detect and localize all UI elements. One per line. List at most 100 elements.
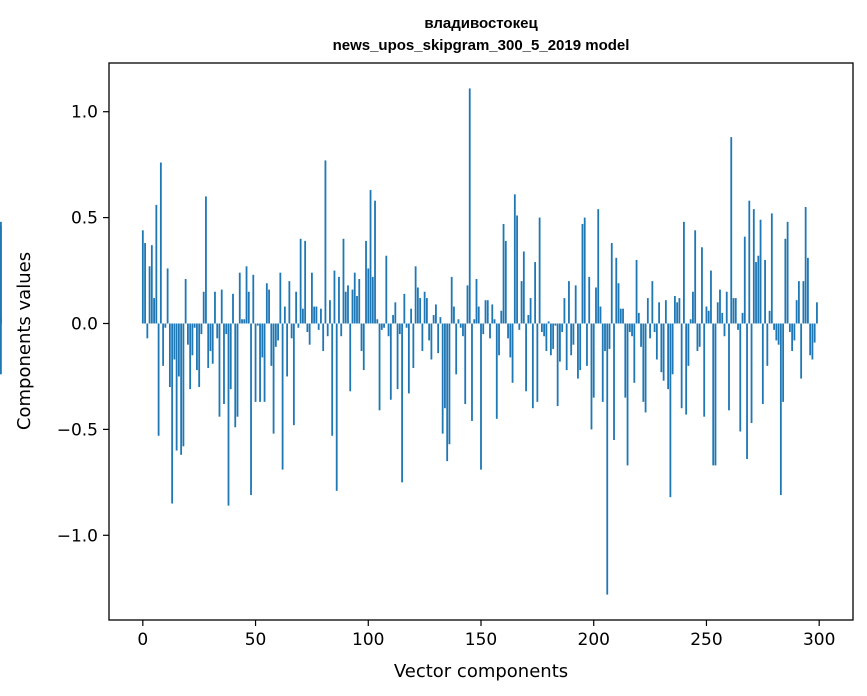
bar-218 [633,323,636,383]
bar-280 [773,323,775,330]
bar-141 [459,323,462,328]
bar-302 [0,323,2,375]
bar-204 [601,323,604,402]
bar-35 [220,289,223,324]
bar-186 [561,323,564,332]
bar-281 [775,323,778,341]
bar-234 [669,323,672,498]
bar-297 [811,323,814,360]
bar-292 [800,323,803,379]
bar-182 [552,323,555,349]
bar-98 [362,323,365,371]
bar-275 [761,323,764,404]
bar-285 [784,238,787,324]
bar-139 [455,323,458,375]
bar-107 [383,323,385,328]
bar-63 [283,306,286,324]
bar-195 [581,223,584,324]
bar-25 [198,323,201,388]
bar-253 [712,323,715,466]
bar-138 [453,306,455,324]
bar-159 [500,310,503,324]
bar-225 [649,323,651,339]
y-axis: −1.0 −0.5 0.0 0.5 1.0 [57,103,109,546]
bar-40 [232,293,234,324]
bar-279 [770,213,773,324]
bar-54 [263,323,266,402]
bar-112 [394,302,397,324]
bar-244 [692,291,694,324]
bar-202 [597,209,600,324]
bar-187 [563,298,566,324]
bar-166 [516,215,518,324]
bar-162 [507,323,509,339]
bar-289 [793,323,796,341]
bar-39 [229,323,232,390]
bar-291 [797,281,800,324]
bar-127 [428,323,431,341]
bar-230 [660,323,663,373]
bar-215 [626,323,629,466]
bar-59 [274,323,277,347]
x-tick-label: 200 [578,630,610,650]
bar-27 [202,291,205,324]
x-tick-label: 100 [352,630,384,650]
bar-287 [788,323,791,332]
bar-268 [746,323,748,460]
bar-60 [277,323,279,341]
bar-206 [606,323,609,595]
bar-273 [757,255,760,324]
bar-56 [268,289,270,324]
bar-240 [683,221,685,324]
bar-250 [705,306,708,324]
bar-19 [184,279,187,324]
bar-36 [223,323,225,404]
bar-169 [522,251,525,324]
bar-136 [448,323,451,445]
bar-189 [568,281,570,324]
bar-103 [374,200,376,324]
bar-57 [270,323,273,366]
bar-137 [450,276,453,324]
bar-95 [356,295,358,324]
bar-258 [723,323,726,337]
bar-241 [685,323,688,415]
bar-9 [162,323,165,366]
bar-145 [468,88,471,324]
bar-53 [261,323,264,358]
bar-278 [768,310,771,324]
bar-7 [157,323,160,436]
bar-164 [511,323,514,383]
bar-23 [193,323,196,328]
bar-105 [378,323,381,411]
x-tick-label: 250 [690,630,722,650]
bar-193 [577,323,579,379]
bar-111 [392,315,394,324]
y-tick-label: 0.5 [71,209,98,229]
bar-177 [540,323,543,332]
bar-8 [159,162,162,324]
bar-88 [340,323,343,337]
bar-152 [484,300,487,324]
bar-238 [678,298,681,324]
bar-274 [759,219,762,324]
bar-28 [205,196,207,324]
bar-134 [444,323,446,409]
bar-276 [764,259,766,324]
bar-294 [804,207,807,324]
bar-254 [714,323,717,466]
bar-227 [653,323,656,332]
bar-198 [588,276,591,324]
bar-106 [380,323,383,330]
bar-135 [446,323,449,462]
bar-228 [655,323,658,360]
bar-165 [513,194,516,324]
bar-78 [317,323,320,330]
bar-83 [329,300,331,324]
bar-101 [369,190,372,324]
bar-118 [407,323,410,394]
bar-263 [734,298,737,324]
bar-102 [371,276,374,324]
bar-92 [349,323,352,392]
bar-125 [423,291,426,324]
